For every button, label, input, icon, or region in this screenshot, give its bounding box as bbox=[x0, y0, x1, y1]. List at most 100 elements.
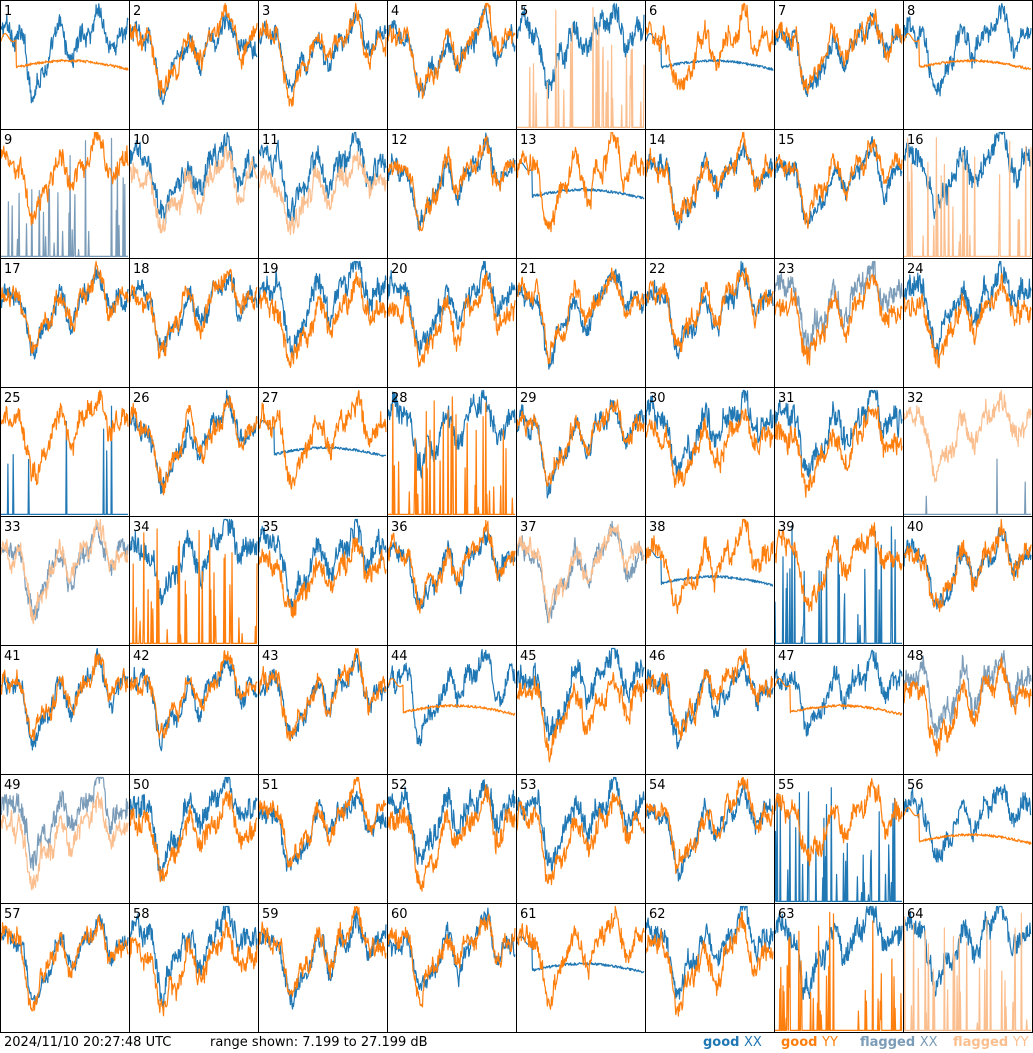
panel-label: 46 bbox=[649, 649, 666, 664]
panel-30-frame bbox=[645, 387, 775, 517]
panel-9: 9 bbox=[0, 129, 130, 259]
panel-51-xx-line bbox=[258, 790, 387, 872]
panel-31: 31 bbox=[774, 387, 904, 517]
panel-11-yy-line bbox=[258, 150, 387, 236]
panel-46-xx-line bbox=[645, 657, 774, 750]
panel-32: 32 bbox=[903, 387, 1033, 517]
panel-4-yy-line bbox=[387, 2, 516, 100]
panel-56-xx-line bbox=[903, 784, 1032, 863]
panel-13-yy-line bbox=[516, 131, 645, 233]
panel-45-yy-line bbox=[516, 672, 645, 763]
panel-8: 8 bbox=[903, 0, 1033, 130]
panel-label: 28 bbox=[391, 391, 408, 406]
panel-45-xx-line bbox=[516, 647, 645, 742]
panel-32-xx-line bbox=[903, 458, 1032, 515]
panel-label: 4 bbox=[391, 4, 399, 19]
panel-62-xx-line bbox=[645, 905, 774, 1000]
panel-57-frame bbox=[0, 903, 130, 1033]
panel-10-yy-line bbox=[129, 145, 258, 234]
panel-10: 10 bbox=[129, 129, 259, 259]
panel-59-xx-line bbox=[258, 908, 387, 1010]
legend-flagged-xx: flagged XX bbox=[860, 1035, 938, 1051]
panel-5-xx-line bbox=[516, 2, 645, 99]
panel-56: 56 bbox=[903, 774, 1033, 904]
panel-label: 2 bbox=[133, 4, 141, 19]
panel-32-yy-line bbox=[903, 389, 1032, 483]
panel-60: 60 bbox=[387, 903, 517, 1033]
panel-label: 1 bbox=[4, 4, 12, 19]
panel-24: 24 bbox=[903, 258, 1033, 388]
panel-18: 18 bbox=[129, 258, 259, 388]
legend-state: good bbox=[781, 1035, 818, 1050]
legend-pol: XX bbox=[919, 1035, 938, 1050]
panel-label: 20 bbox=[391, 262, 408, 277]
panel-label: 24 bbox=[907, 262, 924, 277]
panel-44-yy-line bbox=[387, 678, 516, 716]
panel-label: 39 bbox=[778, 520, 795, 535]
panel-37-xx-line bbox=[516, 520, 645, 624]
panel-35: 35 bbox=[258, 516, 388, 646]
panel-54-frame bbox=[645, 774, 775, 904]
panel-6: 6 bbox=[645, 0, 775, 130]
panel-label: 61 bbox=[520, 907, 537, 922]
panel-26-yy-line bbox=[129, 394, 258, 496]
panel-50-yy-line bbox=[129, 790, 258, 883]
panel-63-xx-line bbox=[774, 905, 903, 1000]
panel-label: 19 bbox=[262, 262, 279, 277]
panel-label: 49 bbox=[4, 778, 21, 793]
panel-40-frame bbox=[903, 516, 1033, 646]
panel-34: 34 bbox=[129, 516, 259, 646]
panel-63: 63 bbox=[774, 903, 904, 1033]
panel-label: 54 bbox=[649, 778, 666, 793]
legend-flagged-yy: flagged YY bbox=[953, 1035, 1029, 1051]
panel-3-xx-line bbox=[258, 12, 387, 93]
panel-41: 41 bbox=[0, 645, 130, 775]
panel-label: 8 bbox=[907, 4, 915, 19]
panel-label: 18 bbox=[133, 262, 150, 277]
panel-label: 3 bbox=[262, 4, 270, 19]
panel-2-frame bbox=[129, 0, 259, 130]
panel-label: 14 bbox=[649, 133, 666, 148]
panel-label: 44 bbox=[391, 649, 408, 664]
panel-3: 3 bbox=[258, 0, 388, 130]
panel-6-xx-line bbox=[645, 33, 774, 71]
panel-label: 13 bbox=[520, 133, 537, 148]
panel-label: 40 bbox=[907, 520, 924, 535]
panel-label: 56 bbox=[907, 778, 924, 793]
panel-30-xx-line bbox=[645, 389, 774, 477]
panel-2-yy-line bbox=[129, 2, 258, 98]
legend-pol: YY bbox=[822, 1035, 838, 1050]
panel-46-frame bbox=[645, 645, 775, 775]
legend-good-yy: good YY bbox=[781, 1035, 838, 1051]
panel-52-yy-line bbox=[387, 784, 516, 892]
panel-3-frame bbox=[258, 0, 388, 130]
timestamp: 2024/11/10 20:27:48 UTC bbox=[4, 1035, 172, 1050]
panel-42-frame bbox=[129, 645, 259, 775]
panel-47: 47 bbox=[774, 645, 904, 775]
panel-15-frame bbox=[774, 129, 904, 259]
panel-17-yy-line bbox=[0, 260, 129, 354]
panel-22: 22 bbox=[645, 258, 775, 388]
panel-18-frame bbox=[129, 258, 259, 388]
panel-label: 45 bbox=[520, 649, 537, 664]
panel-label: 57 bbox=[4, 907, 21, 922]
panel-22-yy-line bbox=[645, 267, 774, 353]
panel-35-xx-line bbox=[258, 518, 387, 612]
panel-64-yy-line bbox=[903, 912, 1032, 1031]
panel-33-yy-line bbox=[0, 518, 129, 625]
panel-58: 58 bbox=[129, 903, 259, 1033]
panel-56-frame bbox=[903, 774, 1033, 904]
panel-40: 40 bbox=[903, 516, 1033, 646]
panel-41-yy-line bbox=[0, 653, 129, 741]
panel-label: 42 bbox=[133, 649, 150, 664]
panel-label: 41 bbox=[4, 649, 21, 664]
panel-37-frame bbox=[516, 516, 646, 646]
panel-53-yy-line bbox=[516, 792, 645, 886]
panel-15-xx-line bbox=[774, 135, 903, 229]
panel-27-yy-line bbox=[258, 390, 387, 490]
panel-29: 29 bbox=[516, 387, 646, 517]
panel-label: 58 bbox=[133, 907, 150, 922]
panel-39: 39 bbox=[774, 516, 904, 646]
panel-label: 29 bbox=[520, 391, 537, 406]
